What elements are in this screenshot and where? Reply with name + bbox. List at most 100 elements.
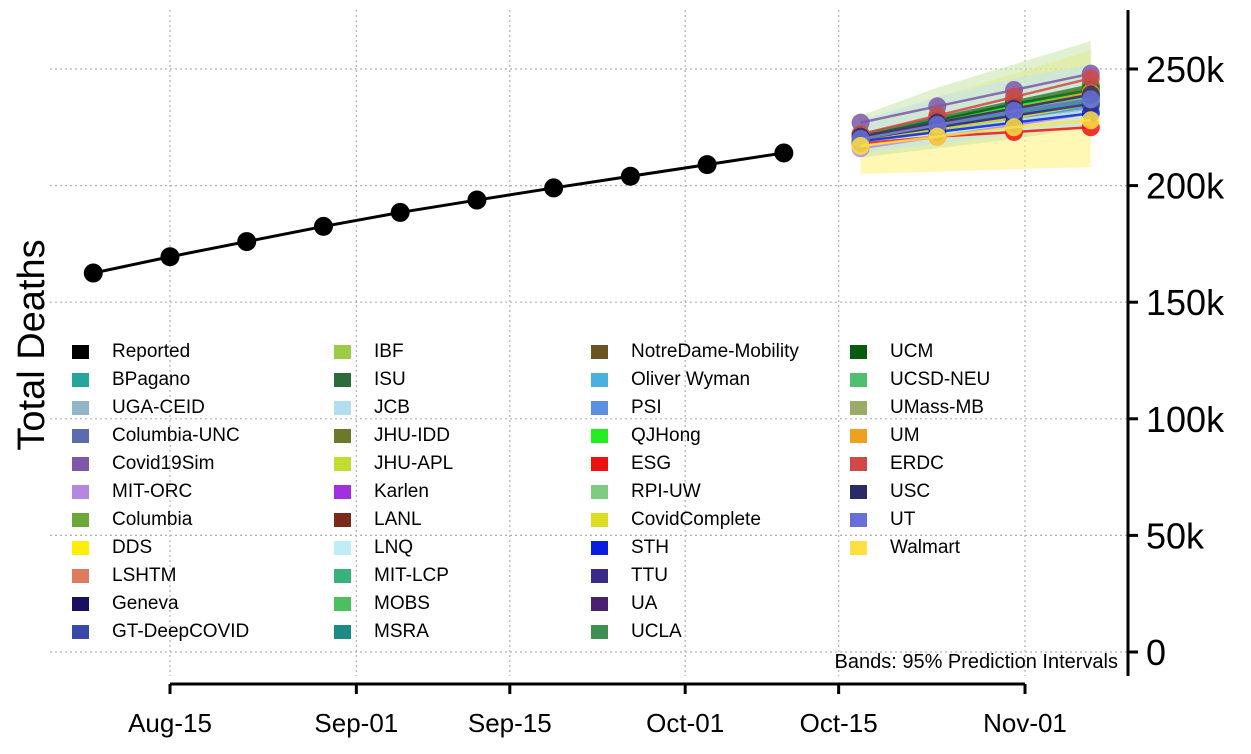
legend-label: BPagano xyxy=(112,369,191,390)
y-tick-label: 200k xyxy=(1146,166,1225,207)
legend-label: JCB xyxy=(374,397,410,418)
legend-swatch xyxy=(72,429,89,443)
reported-point xyxy=(544,178,564,198)
legend-swatch xyxy=(591,457,608,471)
legend-swatch xyxy=(334,485,351,499)
legend-label: UM xyxy=(890,425,920,446)
bands-annotation: Bands: 95% Prediction Intervals xyxy=(835,651,1119,673)
legend-label: UCM xyxy=(890,341,934,362)
legend-swatch xyxy=(591,485,608,499)
reported-point xyxy=(313,216,333,236)
reported-series xyxy=(83,143,794,283)
legend-label: UCSD-NEU xyxy=(890,369,991,390)
legend-swatch xyxy=(72,485,89,499)
legend-label: QJHong xyxy=(631,425,701,446)
legend-label: ISU xyxy=(374,369,406,390)
legend-label: RPI-UW xyxy=(631,481,701,502)
y-tick-label: 50k xyxy=(1146,515,1205,556)
legend-swatch xyxy=(850,541,867,555)
series-lines xyxy=(851,64,1100,158)
legend-label: ERDC xyxy=(890,453,944,474)
legend-label: Karlen xyxy=(374,481,429,502)
x-tick-label: Aug-15 xyxy=(128,708,212,738)
series-line-usc xyxy=(860,93,1091,138)
legend-swatch xyxy=(72,373,89,387)
y-tick-label: 150k xyxy=(1146,282,1225,323)
series-point-ut xyxy=(1005,101,1024,120)
legend-label: Columbia xyxy=(112,509,193,530)
x-tick-label: Sep-15 xyxy=(468,708,552,738)
legend-swatch xyxy=(72,597,89,611)
legend-label: MSRA xyxy=(374,621,429,642)
reported-point xyxy=(160,247,180,267)
legend-label: MIT-LCP xyxy=(374,565,449,586)
legend-label: LNQ xyxy=(374,537,414,558)
legend-swatch xyxy=(334,401,351,415)
legend-label: Walmart xyxy=(890,537,961,558)
legend-label: UGA-CEID xyxy=(112,397,205,418)
series-point-erdc xyxy=(1081,69,1100,88)
legend-label: JHU-APL xyxy=(374,453,454,474)
legend-label: Oliver Wyman xyxy=(631,369,751,390)
legend-swatch xyxy=(334,457,351,471)
legend-swatch xyxy=(850,457,867,471)
legend-swatch xyxy=(591,429,608,443)
legend-label: MOBS xyxy=(374,593,430,614)
series-point-ut xyxy=(1081,90,1100,109)
legend-label: Reported xyxy=(112,341,191,362)
legend-label: Covid19Sim xyxy=(112,453,215,474)
series-point-walmart xyxy=(851,136,870,155)
legend-label: USC xyxy=(890,481,931,502)
legend-swatch xyxy=(850,429,867,443)
legend-swatch xyxy=(72,401,89,415)
legend-label: Columbia-UNC xyxy=(112,425,240,446)
y-tick-label: 250k xyxy=(1146,49,1225,90)
legend-label: UA xyxy=(631,593,658,614)
legend-swatch xyxy=(72,569,89,583)
series-point-walmart xyxy=(1005,118,1024,137)
legend-swatch xyxy=(72,345,89,359)
x-tick-label: Nov-01 xyxy=(983,708,1067,738)
legend-label: UMass-MB xyxy=(890,397,984,418)
series-line-covid19sim xyxy=(860,72,1092,124)
legend-swatch xyxy=(591,401,608,415)
legend-swatch xyxy=(591,345,608,359)
legend: Reported BPagano UGA-CEID Columbia-UNC Covid… xyxy=(72,338,1052,658)
legend-swatch xyxy=(850,513,867,527)
legend-swatch xyxy=(334,569,351,583)
legend-swatch xyxy=(850,373,867,387)
reported-point xyxy=(83,263,103,283)
legend-swatch xyxy=(334,513,351,527)
x-tick-label: Oct-15 xyxy=(800,708,878,738)
legend-swatch xyxy=(591,541,608,555)
legend-label: STH xyxy=(631,537,669,558)
legend-swatch xyxy=(591,513,608,527)
legend-label: JHU-IDD xyxy=(374,425,450,446)
legend-swatch xyxy=(850,485,867,499)
reported-line xyxy=(92,151,785,275)
legend-swatch xyxy=(72,541,89,555)
legend-swatch xyxy=(72,625,89,639)
legend-swatch xyxy=(591,373,608,387)
y-axis-label: Total Deaths xyxy=(11,239,53,450)
legend-swatch xyxy=(334,625,351,639)
legend-swatch xyxy=(591,569,608,583)
legend-swatch xyxy=(334,429,351,443)
legend-label: NotreDame-Mobility xyxy=(631,341,799,362)
y-tick-label: 0 xyxy=(1146,632,1166,673)
series-point-walmart xyxy=(928,127,947,146)
legend-swatch xyxy=(850,401,867,415)
legend-swatch xyxy=(334,345,351,359)
reported-point xyxy=(237,232,257,252)
legend-swatch xyxy=(334,597,351,611)
series-line-sth xyxy=(860,112,1091,143)
y-tick-label: 100k xyxy=(1146,399,1225,440)
legend-label: CovidComplete xyxy=(631,509,761,530)
reported-point xyxy=(620,166,640,186)
series-line-walmart xyxy=(860,119,1091,148)
reported-point xyxy=(774,143,794,163)
legend-label: MIT-ORC xyxy=(112,481,193,502)
series-line-ut xyxy=(860,98,1091,141)
legend-label: UT xyxy=(890,509,916,530)
